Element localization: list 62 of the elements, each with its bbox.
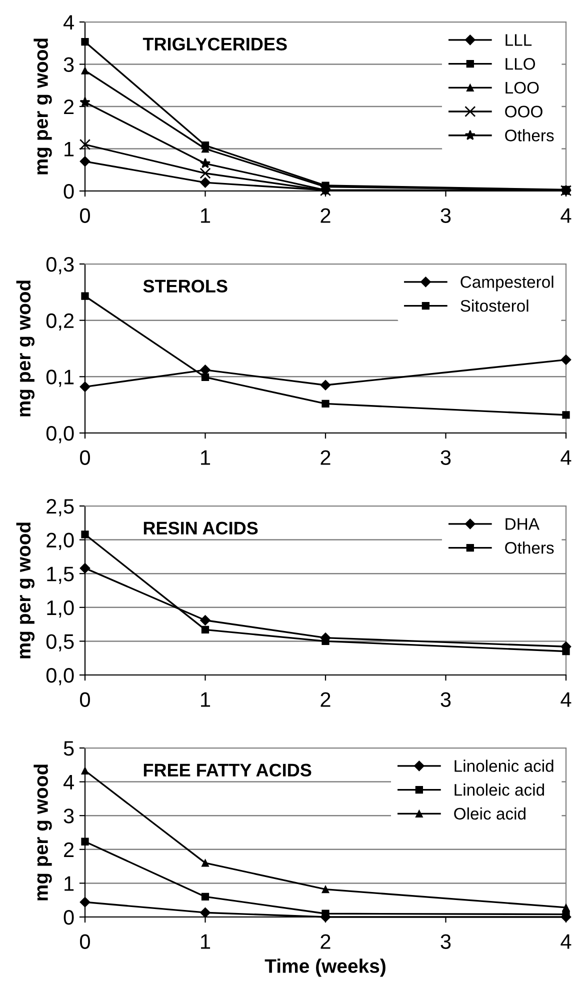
legend-label: Campesterol [460, 276, 554, 292]
y-axis-title: mg per g wood [16, 522, 35, 658]
x-tick-label: 4 [560, 208, 572, 223]
x-tick-label: 0 [80, 692, 90, 707]
x-tick-label: 2 [320, 934, 330, 949]
y-tick-label: 0,2 [46, 313, 74, 331]
legend-label: Others [505, 542, 554, 554]
x-tick-label: 2 [320, 692, 330, 707]
x-tick-label: 4 [560, 934, 572, 949]
y-tick-label: 0 [64, 184, 74, 199]
y-axis-title: mg per g wood [34, 38, 52, 174]
legend-label: OOO [505, 106, 542, 118]
x-tick-label: 0 [80, 934, 90, 949]
legend-label: DHA [506, 518, 540, 530]
x-axis-title: Time (weeks) [264, 958, 386, 977]
y-tick-label: 2,0 [46, 532, 74, 550]
legend-label: Linolenic acid [454, 760, 554, 772]
legend-label: LOO [506, 82, 539, 94]
x-tick-label: 2 [320, 208, 330, 223]
y-axis-title: mg per g wood [34, 764, 52, 900]
y-tick-label: 0,1 [46, 370, 74, 387]
x-tick-label: 3 [440, 934, 451, 949]
y-tick-label: 0,0 [46, 668, 74, 686]
legend-label: Linoleic acid [454, 784, 544, 796]
x-tick-label: 1 [201, 208, 210, 223]
y-tick-label: 2 [64, 842, 74, 857]
legend-label: Others [505, 129, 554, 142]
x-tick-label: 1 [201, 934, 210, 949]
x-tick-label: 4 [560, 692, 572, 707]
x-tick-label: 0 [80, 208, 90, 223]
y-tick-label: 2,5 [46, 499, 74, 516]
text: RESIN ACIDS [144, 522, 258, 535]
y-tick-label: 2 [64, 100, 74, 114]
text: FREE FATTY ACIDS [144, 764, 312, 777]
y-tick-label: 0,5 [46, 634, 74, 652]
x-tick-label: 1 [201, 692, 210, 707]
x-tick-label: 2 [320, 450, 330, 465]
x-tick-label: 3 [440, 450, 451, 465]
y-tick-label: 0 [64, 910, 74, 925]
y-tick-label: 5 [64, 741, 74, 756]
legend-label: Sitosterol [460, 300, 528, 312]
x-tick-label: 0 [80, 450, 90, 465]
y-tick-label: 3 [64, 57, 74, 72]
y-tick-label: 0,0 [46, 426, 74, 444]
x-tick-label: 3 [440, 692, 451, 707]
legend-label: LLL [506, 34, 532, 46]
y-tick-label: 4 [63, 15, 74, 30]
x-tick-label: 4 [560, 450, 572, 465]
text: STEROLS [143, 280, 228, 293]
y-axis-title: mg per g wood [16, 280, 35, 416]
x-tick-label: 1 [201, 450, 210, 465]
legend-label: LLO [506, 58, 536, 70]
y-tick-label: 0,3 [46, 257, 74, 274]
text: TRIGLYCERIDES [142, 38, 287, 51]
y-tick-label: 1 [64, 142, 74, 156]
y-tick-label: 3 [64, 808, 74, 824]
x-tick-label: 3 [440, 208, 451, 223]
y-tick-label: 4 [63, 775, 74, 790]
y-tick-label: 1,5 [47, 566, 74, 584]
y-tick-label: 1 [64, 876, 74, 891]
legend-label: Oleic acid [454, 807, 526, 820]
y-tick-label: 1,0 [47, 600, 74, 618]
